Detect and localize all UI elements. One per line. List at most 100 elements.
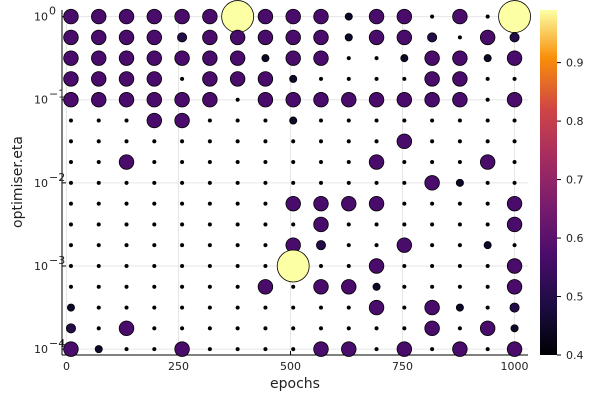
data-point — [430, 347, 435, 352]
data-point — [485, 139, 490, 144]
data-point — [91, 71, 107, 87]
data-point — [457, 263, 462, 269]
data-point — [96, 159, 101, 165]
data-point — [235, 263, 240, 269]
data-point — [485, 180, 490, 185]
data-point — [313, 8, 329, 25]
data-point — [124, 284, 129, 289]
data-point — [146, 50, 163, 66]
data-point — [506, 50, 523, 66]
data-point — [68, 222, 74, 227]
colorbar-tick-label: 0.9 — [566, 57, 584, 70]
data-point — [427, 32, 438, 43]
y-tick-label: 10 — [34, 260, 48, 273]
data-point — [455, 178, 464, 187]
data-point — [374, 139, 379, 144]
data-point — [124, 201, 129, 206]
data-point — [124, 139, 129, 144]
data-point — [63, 92, 79, 108]
data-point — [430, 201, 435, 206]
data-point — [341, 341, 357, 357]
data-point — [124, 347, 129, 352]
data-point — [346, 159, 351, 165]
data-point — [207, 263, 212, 269]
data-point — [315, 240, 326, 251]
data-point — [180, 159, 185, 165]
data-point — [291, 180, 296, 185]
data-point — [207, 222, 212, 227]
colorbar-tick-label: 0.6 — [566, 232, 584, 245]
data-point — [68, 118, 74, 123]
colorbar-tick-label: 0.7 — [566, 174, 584, 187]
data-point — [235, 284, 240, 289]
data-point — [512, 180, 517, 185]
data-point — [96, 222, 101, 227]
data-point — [313, 216, 329, 233]
data-point — [152, 326, 157, 331]
data-point — [96, 180, 101, 185]
data-point — [202, 29, 218, 46]
x-tick-label: 1000 — [501, 360, 529, 373]
data-point — [285, 195, 301, 212]
data-point — [263, 201, 268, 206]
data-point — [485, 14, 490, 19]
data-point — [180, 222, 185, 227]
data-point — [285, 8, 301, 25]
data-point — [396, 29, 413, 46]
data-point — [263, 347, 268, 352]
data-point — [285, 92, 301, 108]
data-point — [457, 35, 462, 40]
data-point — [479, 29, 496, 46]
data-point — [512, 118, 517, 123]
data-point — [174, 92, 190, 108]
data-point — [318, 139, 324, 144]
data-point — [346, 243, 351, 248]
data-point — [63, 29, 79, 46]
data-point — [485, 76, 490, 81]
data-point — [91, 92, 107, 108]
data-point — [235, 180, 240, 185]
data-point — [152, 201, 157, 206]
data-point — [180, 201, 185, 206]
data-point — [341, 92, 357, 108]
data-point — [235, 222, 240, 227]
data-point — [291, 284, 296, 289]
data-point — [402, 201, 407, 206]
data-point — [424, 175, 440, 191]
data-point — [152, 159, 157, 165]
data-point — [263, 139, 268, 144]
data-point — [400, 54, 409, 63]
data-point — [402, 326, 407, 331]
data-point — [509, 32, 520, 43]
data-point — [202, 71, 218, 87]
data-point — [402, 284, 407, 289]
x-tick-label: 500 — [280, 360, 301, 373]
data-point — [68, 243, 74, 248]
data-point — [207, 347, 212, 352]
data-point — [512, 243, 517, 248]
data-point — [152, 139, 157, 144]
data-point — [180, 263, 185, 269]
data-point — [180, 305, 185, 310]
data-point — [424, 50, 440, 66]
data-point — [146, 71, 163, 87]
data-point — [257, 8, 274, 25]
data-point — [506, 92, 523, 108]
data-point — [263, 159, 268, 165]
data-point — [152, 222, 157, 227]
data-point — [346, 139, 351, 144]
data-point — [146, 8, 163, 25]
data-point — [229, 71, 246, 87]
data-point — [430, 222, 435, 227]
data-point — [396, 8, 413, 25]
x-tick-label: 0 — [63, 360, 70, 373]
data-point — [63, 341, 79, 357]
data-point — [402, 222, 407, 227]
data-point — [452, 71, 468, 87]
data-point — [263, 263, 268, 269]
data-point — [257, 29, 274, 46]
data-point — [235, 243, 240, 248]
data-point — [285, 29, 301, 46]
data-point — [118, 50, 135, 66]
